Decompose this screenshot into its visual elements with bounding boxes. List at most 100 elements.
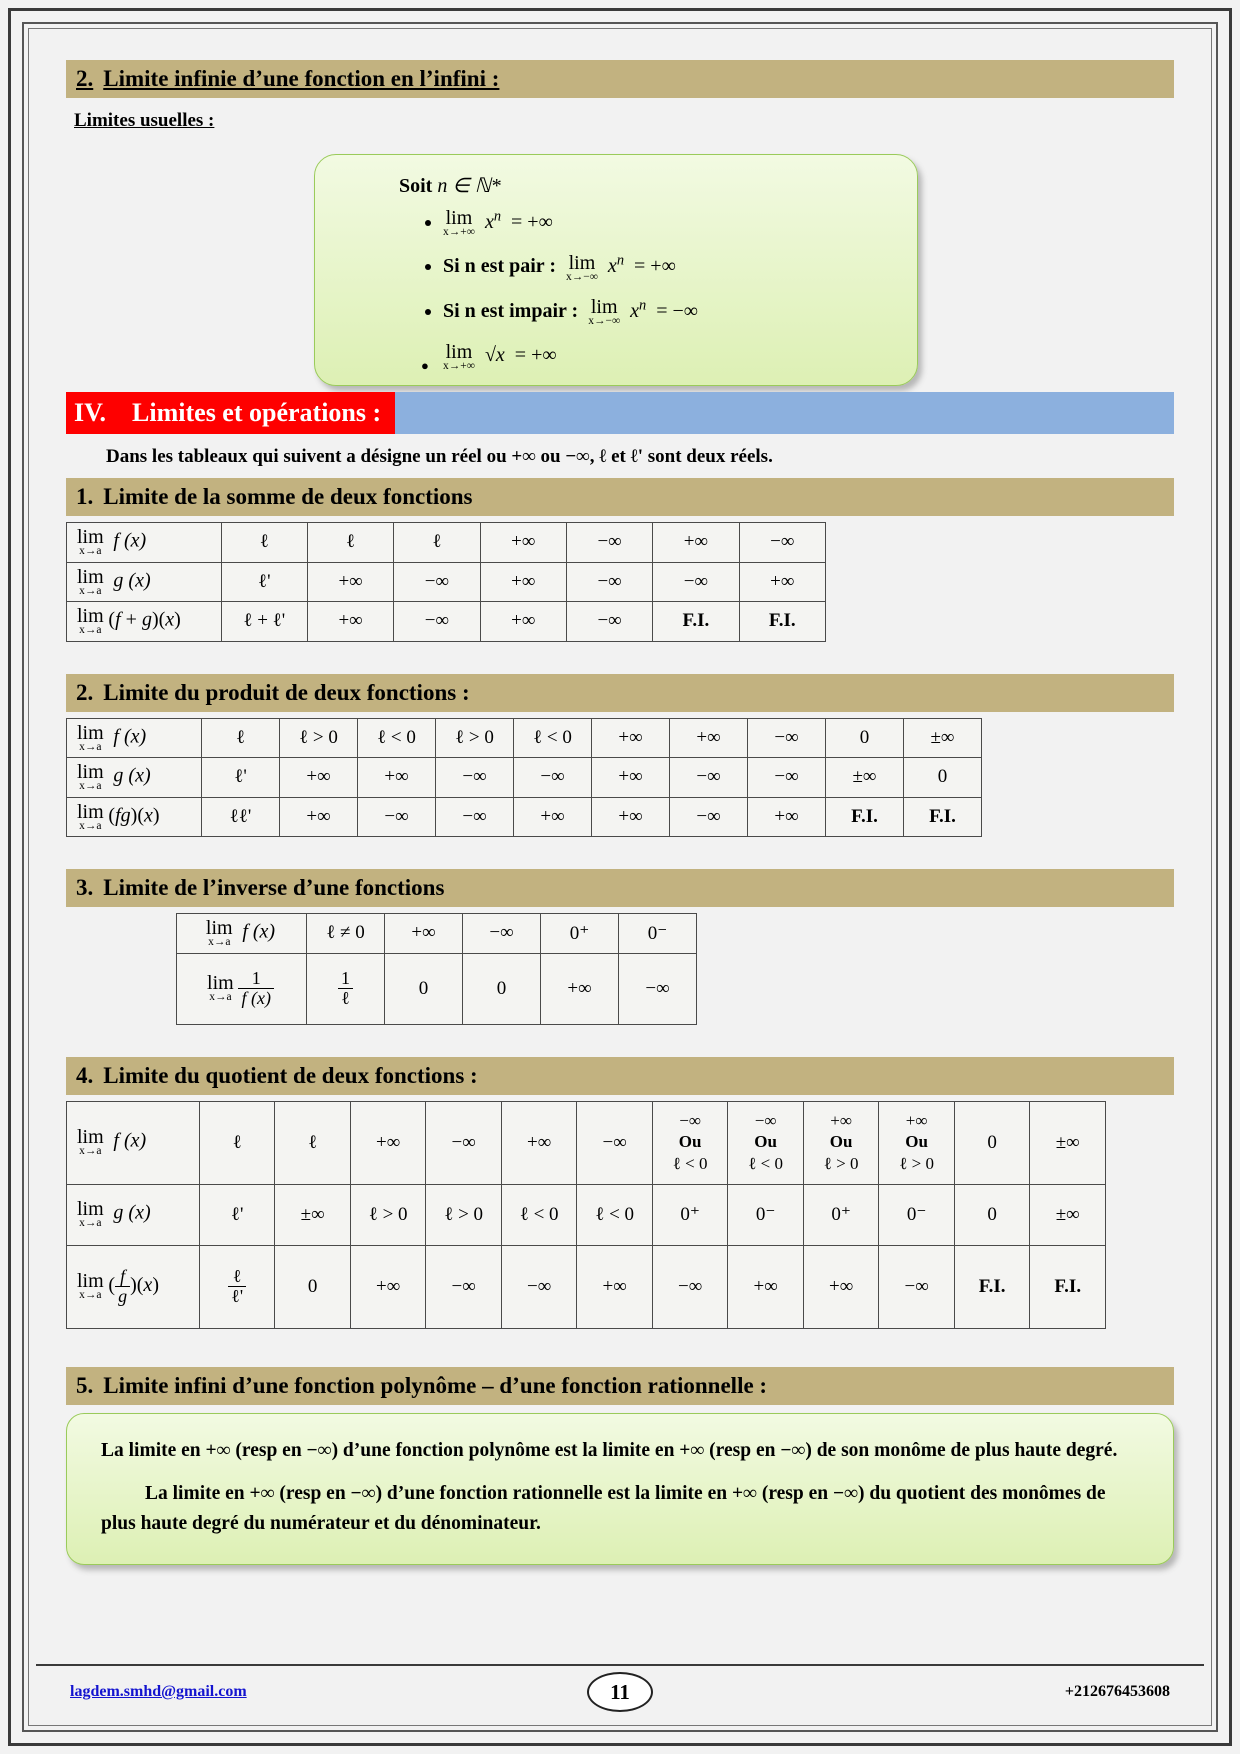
cell-stacked: +∞ Ou ℓ > 0 xyxy=(802,1100,880,1185)
table-product: lim x→a f (x) ℓ ℓ > 0 ℓ < 0 ℓ > 0 ℓ < 0 +… xyxy=(66,717,982,838)
soit-line: Soit n ∈ ℕ* xyxy=(399,173,917,198)
list-item: lim x→+∞ √x = +∞ xyxy=(421,342,917,373)
cell: +∞ xyxy=(802,1244,880,1329)
table-product-wrap: lim x→a f (x) ℓ ℓ > 0 ℓ < 0 ℓ > 0 ℓ < 0 +… xyxy=(66,717,1174,838)
cell: ℓ < 0 xyxy=(500,1183,578,1246)
limit-prefix: Si n est impair : xyxy=(443,299,579,322)
cell: −∞ xyxy=(651,1244,729,1329)
cell: +∞ xyxy=(279,757,358,798)
cell: +∞ xyxy=(576,1244,653,1329)
limit-body: √x xyxy=(484,344,505,367)
cell: ℓ' xyxy=(220,561,308,602)
cell: ℓ + ℓ' xyxy=(220,601,308,642)
cell: ℓ < 0 xyxy=(513,717,592,758)
page-border-outer xyxy=(8,8,1232,1746)
cell: 0 xyxy=(953,1183,1031,1246)
limit-exponent: n xyxy=(616,252,625,269)
cell: −∞ xyxy=(618,952,697,1025)
cell: ℓ' xyxy=(201,757,280,798)
cell: ℓ < 0 xyxy=(357,717,436,758)
cell: ±∞ xyxy=(1029,1183,1106,1246)
table-row: lim x→a (fg)(x) ℓℓ' +∞ −∞ −∞ +∞ +∞ −∞ +∞ … xyxy=(66,796,982,837)
page-number: 11 xyxy=(587,1672,653,1712)
row-header-lim-g: lim x→a g (x) xyxy=(66,1183,200,1246)
heading-sub-5: 5. Limite infini d’une fonction polynôme… xyxy=(66,1366,1174,1405)
row-header-lim-f: lim x→a f (x) xyxy=(176,913,307,954)
table-sum-wrap: lim x→a f (x) ℓ ℓ ℓ +∞ −∞ +∞ −∞ lim x→a g … xyxy=(66,522,1174,642)
page-border-thin xyxy=(28,28,1212,1726)
row-header-lim-f: lim x→a f (x) xyxy=(66,1100,200,1185)
cell-top: +∞ xyxy=(830,1111,852,1131)
cell: +∞ xyxy=(513,796,592,837)
cell: +∞ xyxy=(306,561,395,602)
row-header-lim-f: lim x→a f (x) xyxy=(66,717,202,758)
cell-ou: Ou xyxy=(678,1132,702,1152)
cell: +∞ xyxy=(669,717,748,758)
lim-bottom: x→+∞ xyxy=(443,226,475,238)
table-row: lim x→a f (x) ℓ ℓ > 0 ℓ < 0 ℓ > 0 ℓ < 0 +… xyxy=(66,717,982,758)
limit-expression: lim x→+∞ xn = +∞ xyxy=(443,208,553,238)
cell: +∞ xyxy=(738,561,827,602)
heading-section-2: 2. Limite infinie d’une fonction en l’in… xyxy=(66,60,1174,98)
heading-sub-3-title: Limite de l’inverse d’une fonctions xyxy=(103,875,445,900)
cell-bottom: ℓ < 0 xyxy=(672,1153,708,1173)
cell-ou: Ou xyxy=(754,1132,777,1152)
table-quotient-wrap: lim x→a f (x) ℓ ℓ +∞ −∞ +∞ −∞ −∞ Ou ℓ < 0 xyxy=(66,1100,1174,1329)
cell-bottom: ℓ < 0 xyxy=(748,1153,783,1173)
cell: +∞ xyxy=(306,601,395,642)
row-header-lim-g: lim x→a g (x) xyxy=(66,757,202,798)
cell: −∞ xyxy=(393,601,481,642)
heading-section-IV-roman: IV. xyxy=(74,398,107,427)
cell: 0⁺ xyxy=(651,1183,729,1246)
cell: 0 xyxy=(274,1244,351,1329)
heading-section-IV-redbox: IV. Limites et opérations : xyxy=(66,392,396,434)
cell: +∞ xyxy=(591,717,670,758)
cell: 0⁺ xyxy=(540,913,619,954)
cell: −∞ xyxy=(747,757,826,798)
heading-sub-4-number: 4. xyxy=(76,1062,94,1088)
row-header-lim-g: lim x→a g (x) xyxy=(66,561,222,602)
limit-result: = +∞ xyxy=(514,344,557,367)
limit-expression: Si n est impair : lim x→−∞ xn = −∞ xyxy=(443,297,698,327)
table-sum: lim x→a f (x) ℓ ℓ ℓ +∞ −∞ +∞ −∞ lim x→a g … xyxy=(66,522,827,642)
cell: +∞ xyxy=(479,601,567,642)
cell: ℓ > 0 xyxy=(279,717,358,758)
cell-top: +∞ xyxy=(905,1111,928,1131)
cell: +∞ xyxy=(591,757,670,798)
cell: +∞ xyxy=(727,1244,804,1329)
cell: F.I. xyxy=(903,796,982,837)
cell: 0 xyxy=(825,717,904,758)
cell: ±∞ xyxy=(903,717,982,758)
cell: −∞ xyxy=(747,717,826,758)
cell: +∞ xyxy=(357,757,436,798)
cell: −∞ xyxy=(669,757,748,798)
cell: +∞ xyxy=(652,522,740,563)
lim-top: lim xyxy=(445,207,473,229)
heading-sub-2-title: Limite du produit de deux fonctions : xyxy=(103,679,470,705)
table-row: lim x→a f (x) ℓ ℓ +∞ −∞ +∞ −∞ −∞ Ou ℓ < 0 xyxy=(66,1100,1106,1185)
cell: ±∞ xyxy=(274,1183,351,1246)
cell-stacked: −∞ Ou ℓ < 0 xyxy=(651,1100,729,1185)
cell: 0⁻ xyxy=(618,913,697,954)
heading-sub-2-number: 2. xyxy=(76,679,94,705)
footer-email[interactable]: lagdem.smhd@gmail.com xyxy=(70,1683,247,1700)
row-header-lim-f: lim x→a f (x) xyxy=(66,522,222,563)
cell: 0 xyxy=(462,952,541,1025)
usual-limits-box: Soit n ∈ ℕ* lim x→+∞ xn = +∞ xyxy=(314,154,918,386)
cell: 0 xyxy=(953,1100,1031,1185)
table-quotient: lim x→a f (x) ℓ ℓ +∞ −∞ +∞ −∞ −∞ Ou ℓ < 0 xyxy=(66,1100,1106,1329)
cell-ou: Ou xyxy=(829,1132,853,1152)
heading-sub-1-number: 1. xyxy=(76,484,94,509)
lim-bottom: x→−∞ xyxy=(588,315,621,327)
cell: 0⁻ xyxy=(878,1183,955,1246)
cell: ±∞ xyxy=(1029,1100,1106,1185)
list-item: Si n est pair : lim x→−∞ xn = +∞ xyxy=(443,253,917,284)
polynomial-paragraph: La limite en +∞ (resp en −∞) d’une fonct… xyxy=(101,1439,1118,1461)
cell: −∞ xyxy=(425,1100,502,1185)
table-row: lim x→a g (x) ℓ' +∞ +∞ −∞ −∞ +∞ −∞ −∞ ±∞ … xyxy=(66,757,982,798)
